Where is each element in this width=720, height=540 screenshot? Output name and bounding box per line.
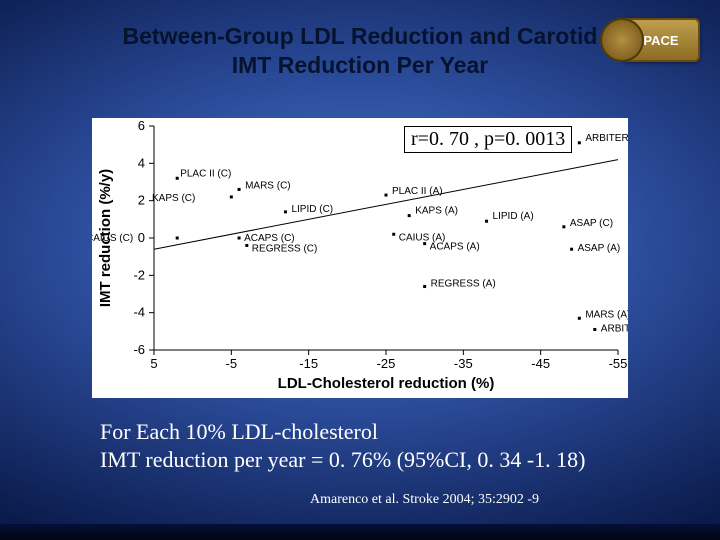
- svg-text:-15: -15: [299, 356, 318, 371]
- svg-text:-5: -5: [226, 356, 238, 371]
- svg-text:6: 6: [138, 118, 145, 133]
- svg-text:PLAC II (A): PLAC II (A): [392, 186, 443, 197]
- svg-text:-45: -45: [531, 356, 550, 371]
- badge-text: PACE: [643, 33, 678, 48]
- svg-text:KAPS (C): KAPS (C): [152, 193, 195, 204]
- svg-text:-35: -35: [454, 356, 473, 371]
- svg-text:0: 0: [138, 230, 145, 245]
- svg-text:CAIUS (C): CAIUS (C): [92, 233, 133, 244]
- svg-text:LIPID (C): LIPID (C): [291, 204, 333, 215]
- citation: Amarenco et al. Stroke 2004; 35:2902 -9: [310, 492, 539, 508]
- svg-text:ACAPS (C): ACAPS (C): [244, 233, 295, 244]
- svg-text:-2: -2: [133, 267, 145, 282]
- svg-text:-55: -55: [609, 356, 628, 371]
- svg-text:REGRESS (C): REGRESS (C): [252, 243, 318, 254]
- title-line-1: Between-Group LDL Reduction and Carotid: [123, 23, 598, 49]
- svg-text:KAPS (A): KAPS (A): [415, 206, 458, 217]
- chart-container: 6 4 2 0 -2 -4 -6 5 -5 -15 -25 -35 -45 -55 LDL-Choleste…: [92, 118, 628, 398]
- svg-text:PLAC II (C): PLAC II (C): [180, 168, 231, 179]
- svg-text:ARBITER (C): ARBITER (C): [585, 133, 628, 144]
- scatter-chart: 6 4 2 0 -2 -4 -6 5 -5 -15 -25 -35 -45 -55 LDL-Choleste…: [92, 118, 628, 398]
- citation-text: Amarenco et al. Stroke 2004; 35:2902 -9: [310, 492, 539, 507]
- svg-text:ASAP (C): ASAP (C): [570, 218, 613, 229]
- svg-text:2: 2: [138, 193, 145, 208]
- svg-text:ARBITER (A): ARBITER (A): [601, 323, 628, 334]
- svg-text:ASAP (A): ASAP (A): [578, 243, 621, 254]
- svg-text:LIPID (A): LIPID (A): [493, 211, 534, 222]
- stat-box: r=0. 70 , p=0. 0013: [404, 126, 572, 153]
- svg-text:-6: -6: [133, 342, 145, 357]
- svg-text:4: 4: [138, 155, 145, 170]
- footnote: For Each 10% LDL-cholesterol IMT reducti…: [100, 418, 586, 473]
- pace-badge: PACE: [622, 18, 700, 62]
- footnote-line-1: For Each 10% LDL-cholesterol: [100, 419, 378, 444]
- footnote-line-2: IMT reduction per year = 0. 76% (95%CI, …: [100, 447, 586, 472]
- svg-text:LDL-Cholesterol reduction (%): LDL-Cholesterol reduction (%): [278, 375, 495, 392]
- svg-text:MARS (A): MARS (A): [585, 309, 628, 320]
- bottom-bar: [0, 524, 720, 540]
- svg-text:-25: -25: [377, 356, 396, 371]
- svg-text:REGRESS (A): REGRESS (A): [431, 279, 496, 290]
- svg-text:MARS (C): MARS (C): [245, 180, 291, 191]
- svg-text:ACAPS (A): ACAPS (A): [430, 242, 480, 253]
- title-line-2: IMT Reduction Per Year: [232, 52, 488, 78]
- stat-text: r=0. 70 , p=0. 0013: [411, 128, 565, 150]
- svg-text:-4: -4: [133, 305, 145, 320]
- svg-text:5: 5: [150, 356, 157, 371]
